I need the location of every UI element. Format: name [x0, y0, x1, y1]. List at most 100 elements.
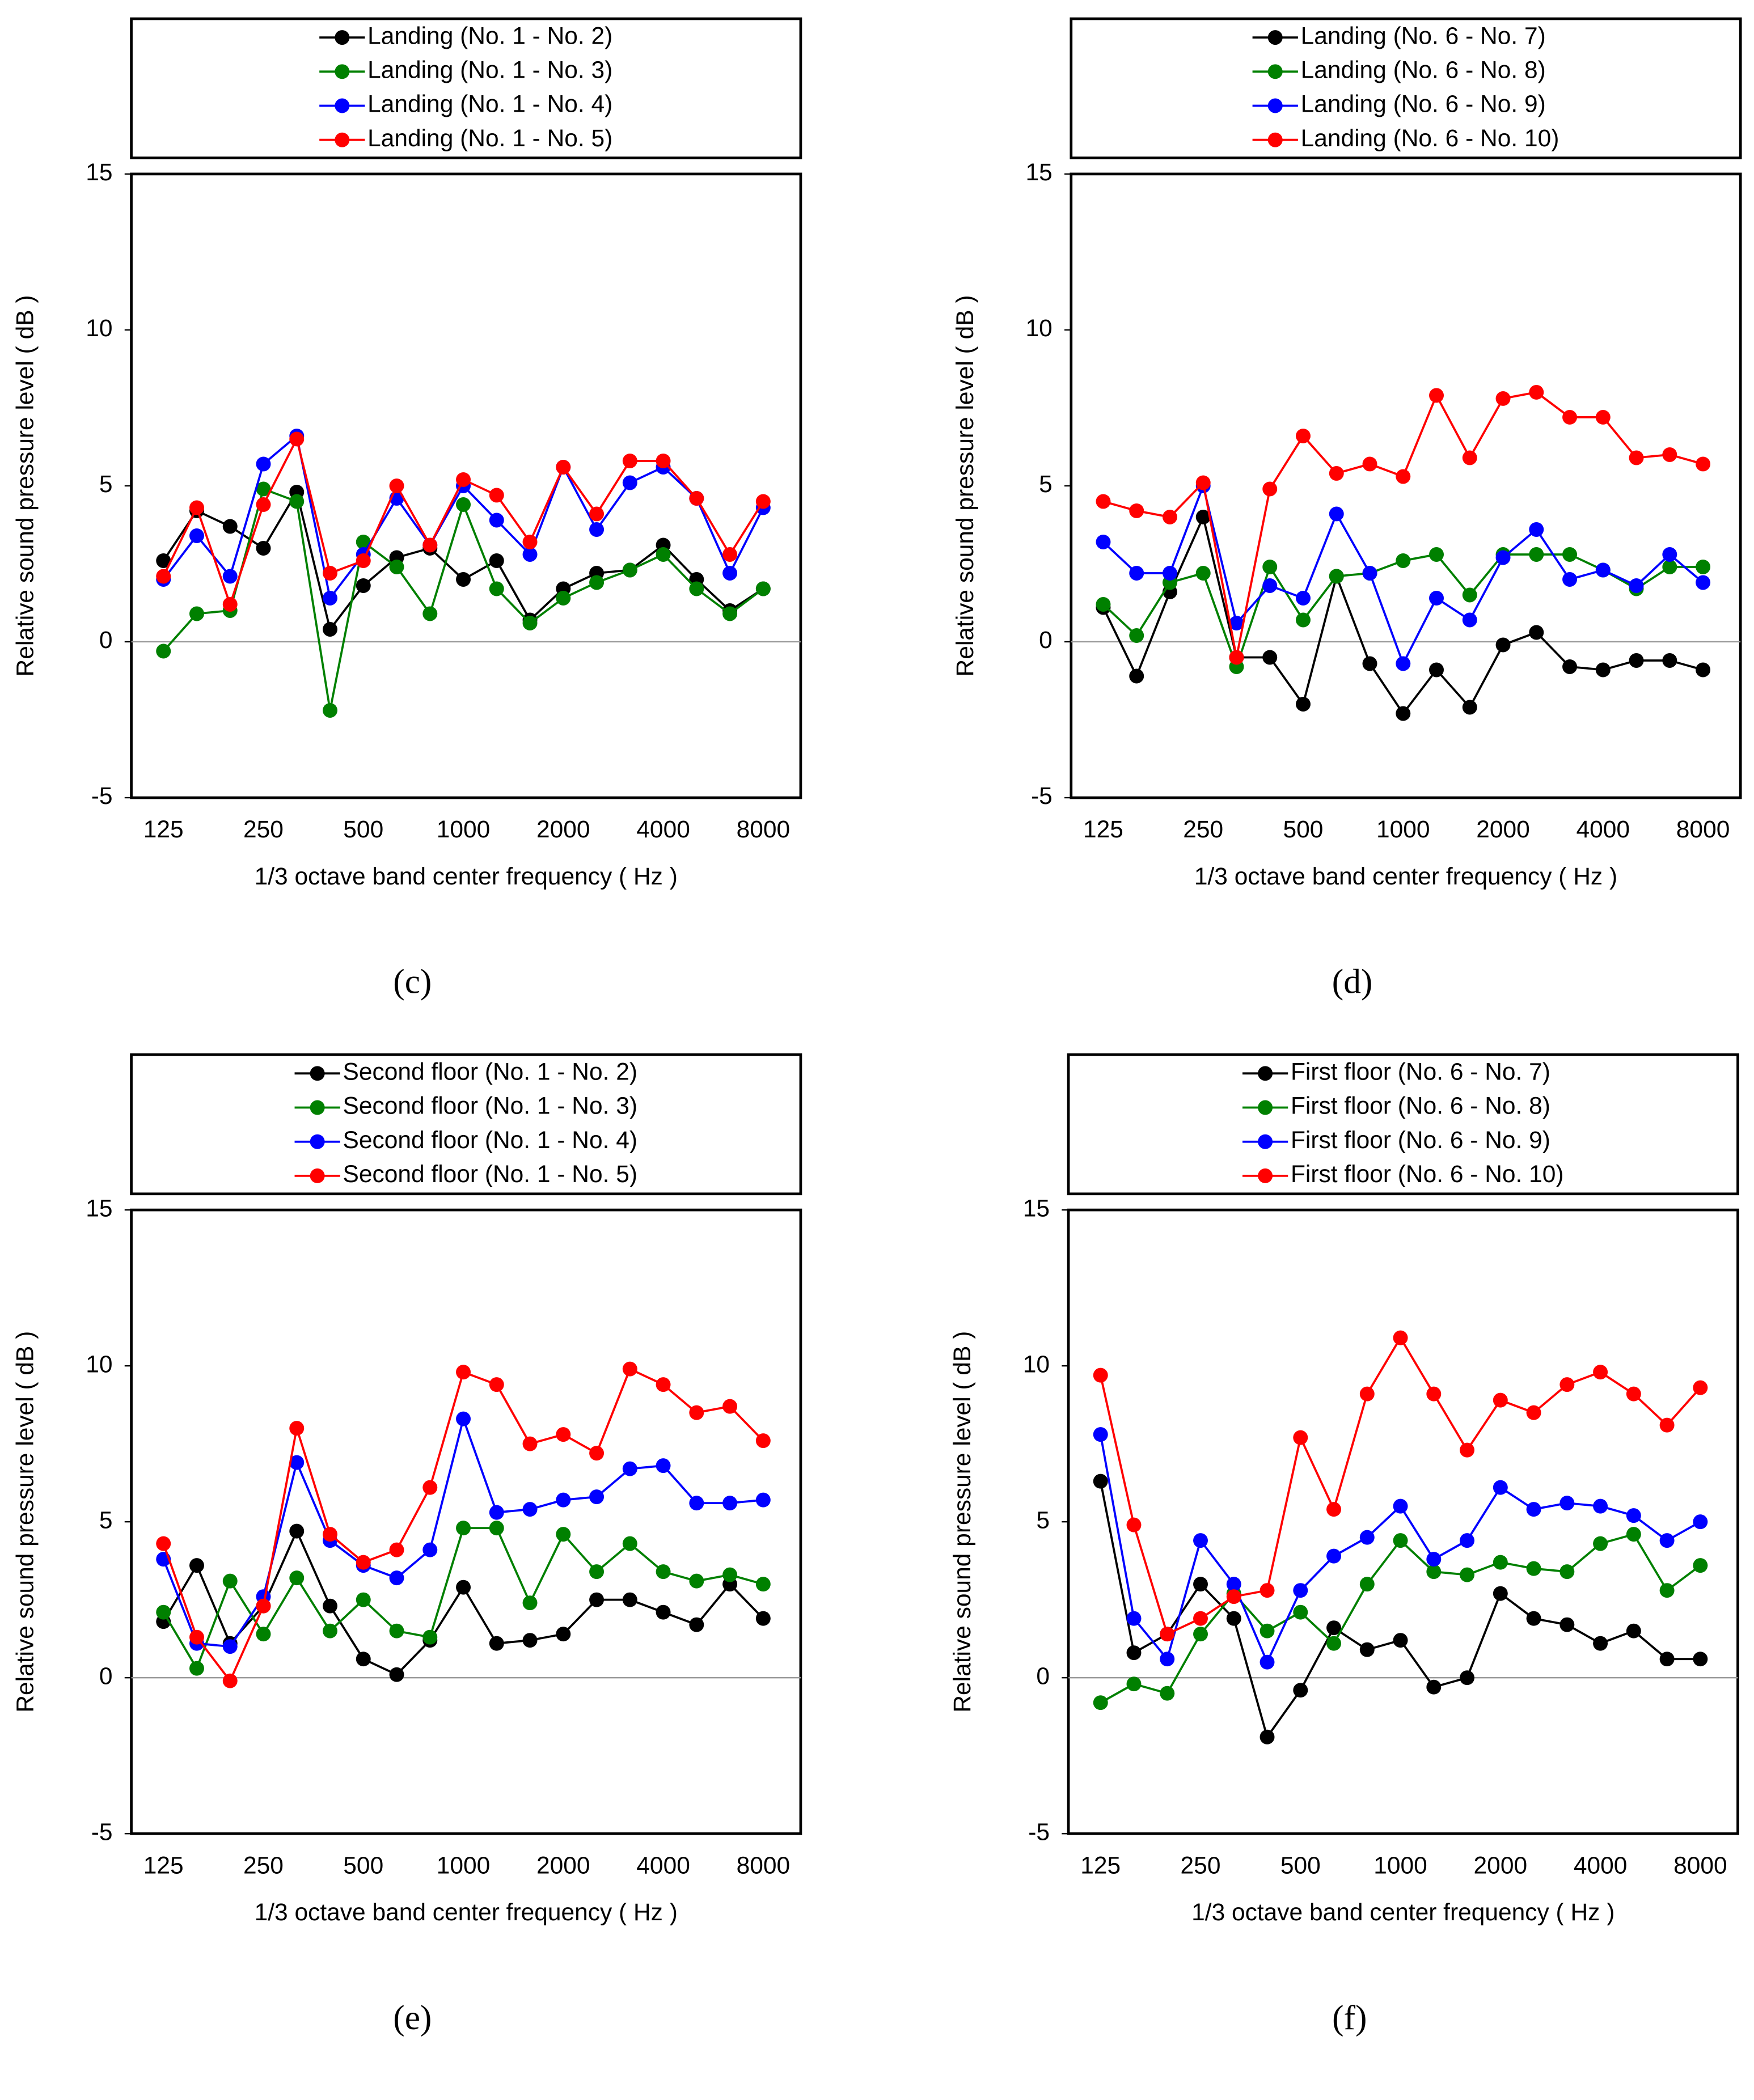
x-tick-label: 125 [1083, 816, 1123, 843]
y-tick-label: 0 [99, 627, 113, 654]
data-point [1393, 1498, 1408, 1514]
data-point [489, 1505, 504, 1520]
legend-marker [310, 1168, 325, 1183]
data-point [722, 1567, 738, 1582]
data-point [389, 1667, 404, 1682]
data-point [1693, 1514, 1708, 1530]
y-tick-label: -5 [1031, 783, 1053, 810]
data-point [755, 1433, 771, 1449]
legend-label: Landing (No. 6 - No. 8) [1301, 57, 1546, 84]
data-point [256, 497, 271, 512]
data-point [1096, 494, 1111, 509]
data-point [323, 1623, 337, 1638]
data-point [1126, 1517, 1142, 1532]
x-tick-label: 8000 [1673, 1852, 1727, 1879]
y-axis-label: Relative sound pressure level ( dB ) [12, 1331, 39, 1713]
data-point [1293, 1583, 1308, 1598]
data-point [1262, 650, 1278, 665]
data-point [755, 581, 771, 596]
y-tick-label: 0 [1036, 1663, 1050, 1690]
data-point [1693, 1558, 1708, 1573]
data-point [1296, 697, 1311, 712]
legend-marker [335, 98, 350, 113]
data-point [1160, 1652, 1175, 1667]
data-point [556, 1527, 571, 1542]
data-point [1593, 1498, 1608, 1514]
data-point [522, 1436, 538, 1451]
data-point [189, 500, 204, 515]
data-point [656, 1458, 671, 1474]
data-point [1262, 481, 1278, 497]
data-point [1126, 1676, 1142, 1692]
data-point [1429, 388, 1444, 403]
legend-label: Landing (No. 6 - No. 7) [1301, 23, 1546, 49]
plot-area [1070, 172, 1742, 799]
data-point [1460, 1567, 1475, 1582]
legend-label: Landing (No. 1 - No. 5) [367, 125, 612, 152]
data-point [1595, 562, 1611, 578]
data-point [156, 1604, 171, 1620]
data-point [622, 475, 637, 490]
y-tick-label: 5 [1036, 1507, 1050, 1534]
data-point [1162, 565, 1177, 581]
data-point [1559, 1496, 1575, 1511]
legend-marker [1267, 132, 1283, 147]
y-tick-label: 5 [99, 1507, 113, 1534]
data-point [689, 490, 704, 506]
data-point [1626, 1623, 1641, 1638]
data-point [323, 703, 337, 718]
x-tick-label: 500 [1283, 816, 1324, 843]
data-point [1093, 1695, 1108, 1711]
data-point [1193, 1577, 1208, 1592]
x-tick-label: 8000 [737, 1852, 791, 1879]
y-axis-label: Relative sound pressure level ( dB ) [952, 295, 979, 676]
x-tick-label: 250 [1183, 816, 1223, 843]
data-point [1462, 587, 1477, 603]
data-point [1296, 590, 1311, 606]
chart-panel: Landing (No. 1 - No. 2) Landing (No. 1 - … [12, 17, 802, 1001]
data-point [522, 547, 538, 562]
data-point [589, 1592, 605, 1607]
legend-label: Second floor (No. 1 - No. 5) [343, 1161, 637, 1188]
panel-label: (c) [393, 963, 432, 1001]
y-tick-label: 5 [1039, 471, 1053, 498]
data-point [1396, 706, 1411, 721]
data-point [522, 534, 538, 549]
data-point [323, 621, 337, 637]
data-point [1226, 1611, 1241, 1626]
y-tick-label: 15 [86, 1195, 112, 1222]
y-tick-label: 10 [86, 315, 112, 342]
data-point [1526, 1561, 1541, 1576]
data-point [1195, 565, 1211, 581]
data-point [1262, 578, 1278, 593]
x-tick-label: 250 [1181, 1852, 1221, 1879]
x-tick-label: 8000 [1676, 816, 1730, 843]
chart-panel: First floor (No. 6 - No. 7) First floor (… [949, 1053, 1739, 2037]
data-point [1526, 1502, 1541, 1517]
data-point [356, 1652, 371, 1667]
data-point [1495, 637, 1511, 653]
y-tick-label: 0 [99, 1663, 113, 1690]
data-point [189, 1558, 204, 1573]
data-point [1129, 628, 1144, 643]
legend-marker [1258, 1066, 1273, 1081]
data-point [1493, 1480, 1508, 1495]
legend-marker [335, 64, 350, 79]
x-tick-label: 125 [1080, 1852, 1121, 1879]
legend-marker [1258, 1100, 1273, 1115]
legend-label: Second floor (No. 1 - No. 4) [343, 1127, 637, 1154]
data-point [489, 513, 504, 528]
data-point [556, 1492, 571, 1508]
data-point [1359, 1577, 1375, 1592]
data-point [1526, 1611, 1541, 1626]
data-point [1396, 469, 1411, 484]
data-point [1462, 612, 1477, 628]
data-point [1326, 1636, 1342, 1651]
data-point [489, 1636, 504, 1651]
data-point [1426, 1679, 1442, 1695]
y-tick-label: -5 [91, 783, 113, 810]
data-point [1562, 409, 1578, 425]
data-point [1659, 1652, 1675, 1667]
data-point [1393, 1633, 1408, 1648]
data-point [1629, 578, 1644, 593]
